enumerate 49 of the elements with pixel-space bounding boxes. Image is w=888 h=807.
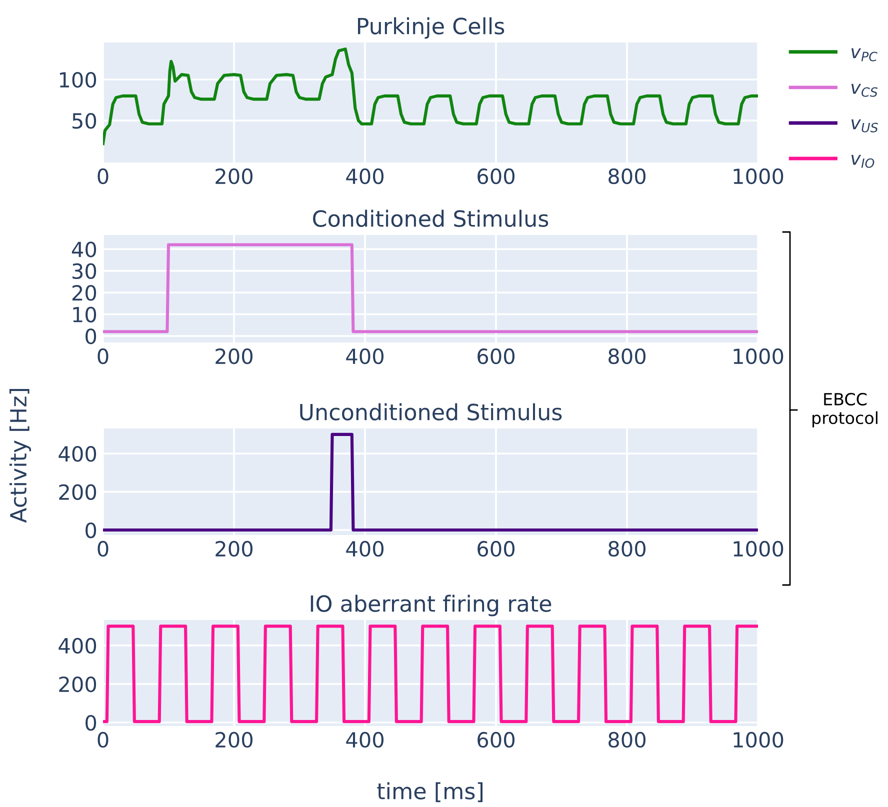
x-tick-label: 800 [608,168,646,184]
legend-label: v$_{CS}$ [851,84,878,97]
x-tick-label: 600 [478,732,514,748]
chart-title: IO aberrant firing rate [310,594,552,616]
y-tick-label: 400 [58,638,96,654]
y-tick-label: 0 [86,714,96,731]
x-tick-label: 1000 [734,168,784,184]
x-tick-label: 200 [216,348,252,364]
x-tick-label: 800 [608,540,646,557]
x-tick-label: 800 [608,732,646,748]
y-tick-label: 100 [60,72,96,88]
y-tick-label: 200 [59,676,96,692]
x-tick-label: 400 [346,540,384,557]
x-tick-label: 0 [98,540,108,557]
x-tick-label: 600 [478,540,514,557]
y-tick-label: 0 [86,522,96,538]
y-axis-title: Activity [Hz] [9,388,31,523]
x-tick-label: 600 [478,348,514,364]
x-tick-label: 200 [216,168,252,184]
chart-title: Unconditioned Stimulus [300,403,562,420]
y-tick-label: 200 [59,484,96,500]
x-tick-label: 800 [608,348,646,364]
x-axis-title: time [ms] [377,782,483,802]
y-tick-label: 30 [72,263,96,280]
x-tick-label: 0 [98,732,108,748]
x-tick-label: 600 [478,168,514,184]
x-tick-label: 400 [346,348,384,364]
y-tick-label: 50 [72,113,96,129]
x-tick-label: 200 [216,540,252,557]
x-tick-label: 0 [98,168,108,184]
x-tick-label: 400 [346,168,384,184]
x-tick-label: 1000 [734,348,784,364]
line-series [103,48,758,146]
chart-title: Conditioned Stimulus [313,210,548,227]
y-tick-label: 0 [86,328,96,344]
y-tick-label: 10 [73,306,96,322]
x-tick-label: 200 [216,732,252,748]
x-tick-label: 1000 [734,732,784,748]
x-tick-label: 1000 [734,540,784,557]
y-tick-label: 40 [72,242,96,258]
y-tick-label: 400 [58,446,96,462]
y-tick-label: 20 [72,285,96,301]
text: EBCC protocol [812,392,878,428]
legend-label: v$_{PC}$ [851,48,878,62]
chart-title: Purkinje Cells [358,17,504,39]
legend-label: v$_{US}$ [851,119,878,132]
legend-label: v$_{IO}$ [851,154,874,168]
x-tick-label: 400 [346,732,384,748]
x-tick-label: 0 [98,348,108,364]
